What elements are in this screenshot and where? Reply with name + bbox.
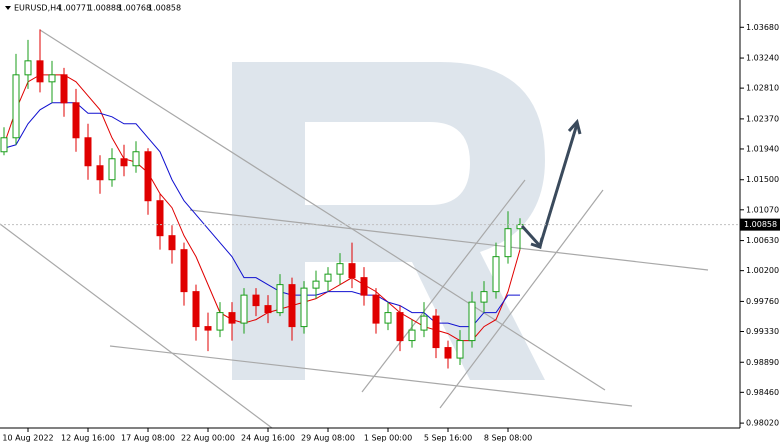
candle-body <box>420 315 428 331</box>
x-tick-label: 1 Sep 00:00 <box>364 434 412 443</box>
current-price-label: 1.00858 <box>744 220 777 229</box>
y-tick-label: 1.02810 <box>746 84 779 93</box>
candle-body <box>108 158 116 181</box>
candle-body <box>120 158 128 167</box>
arrow-head <box>567 118 582 135</box>
candle-body <box>36 60 44 83</box>
trend-line <box>0 223 273 429</box>
candle-body <box>84 137 92 167</box>
arrow-head <box>530 237 544 249</box>
candle-body <box>264 305 272 314</box>
candle-body <box>156 200 164 237</box>
candle-body <box>396 312 404 342</box>
x-tick-label: 17 Aug 08:00 <box>121 434 175 443</box>
candle-body <box>384 312 392 324</box>
candle-body <box>336 263 344 275</box>
ohlc-high: 1.00888 <box>88 4 121 13</box>
trend-line <box>361 179 526 393</box>
candle-body <box>480 291 488 303</box>
candle-body <box>12 74 20 139</box>
symbol: EURUSD,H4 <box>14 4 61 13</box>
candle-body <box>288 284 296 328</box>
candle-body <box>240 294 248 324</box>
plot <box>0 29 524 369</box>
y-tick-label: 1.03240 <box>746 54 779 63</box>
y-tick-label: 0.98890 <box>746 358 779 367</box>
trend-line <box>109 345 633 407</box>
candle-body <box>360 277 368 296</box>
candle-body <box>492 256 500 293</box>
candle-body <box>312 280 320 289</box>
candle-body <box>408 329 416 342</box>
candle-body <box>96 165 104 181</box>
candle-body <box>276 284 284 314</box>
y-tick-label: 0.98020 <box>746 419 779 428</box>
y-tick-label: 1.02370 <box>746 114 779 123</box>
menu-triangle <box>5 6 11 10</box>
x-tick-label: 5 Sep 16:00 <box>424 434 472 443</box>
candle-body <box>504 228 512 258</box>
trend-line <box>39 29 606 391</box>
candle-body <box>300 287 308 328</box>
y-tick-label: 1.01500 <box>746 175 779 184</box>
ohlc-low: 1.00768 <box>118 4 151 13</box>
x-tick-label: 29 Aug 08:00 <box>301 434 355 443</box>
candle-body <box>252 294 260 307</box>
forecast-arrow <box>520 118 582 249</box>
candle-body <box>168 235 176 251</box>
current-price-box <box>740 218 780 231</box>
trend-line <box>439 189 604 409</box>
candle-body <box>324 273 332 282</box>
candle-body <box>432 315 440 349</box>
trend-lines <box>0 29 709 429</box>
y-tick-label: 1.03680 <box>746 23 779 32</box>
candle-body <box>228 312 236 324</box>
x-tick-label: 24 Aug 16:00 <box>241 434 295 443</box>
candle-body <box>72 102 80 139</box>
ohlc-close: 1.00858 <box>148 4 181 13</box>
candle-body <box>456 340 464 359</box>
y-tick-label: 1.00630 <box>746 236 779 245</box>
x-tick-label: 10 Aug 2022 <box>2 434 53 443</box>
x-tick-label: 8 Sep 08:00 <box>484 434 532 443</box>
candle-body <box>60 74 68 104</box>
candle-body <box>204 326 212 331</box>
candle-body <box>468 301 476 342</box>
y-tick-label: 1.01070 <box>746 205 779 214</box>
ohlc-open: 1.00771 <box>58 4 91 13</box>
y-tick-label: 1.01940 <box>746 144 779 153</box>
candle-body <box>192 291 200 328</box>
y-tick-label: 0.99760 <box>746 297 779 306</box>
candle-body <box>444 347 452 359</box>
y-tick-label: 1.00200 <box>746 266 779 275</box>
x-tick-label: 12 Aug 16:00 <box>61 434 115 443</box>
candle-body <box>180 249 188 293</box>
candle-body <box>216 312 224 331</box>
y-tick-label: 0.99330 <box>746 327 779 336</box>
candle-body <box>24 60 32 76</box>
x-tick-label: 22 Aug 00:00 <box>181 434 235 443</box>
candle-body <box>348 263 356 279</box>
candle-body <box>0 137 8 153</box>
candle-body <box>372 294 380 324</box>
candle-body <box>132 151 140 167</box>
watermark <box>232 62 545 380</box>
y-tick-label: 0.98460 <box>746 388 779 397</box>
candle-body <box>144 151 152 202</box>
candle-body <box>48 74 56 83</box>
trend-line <box>189 209 709 271</box>
